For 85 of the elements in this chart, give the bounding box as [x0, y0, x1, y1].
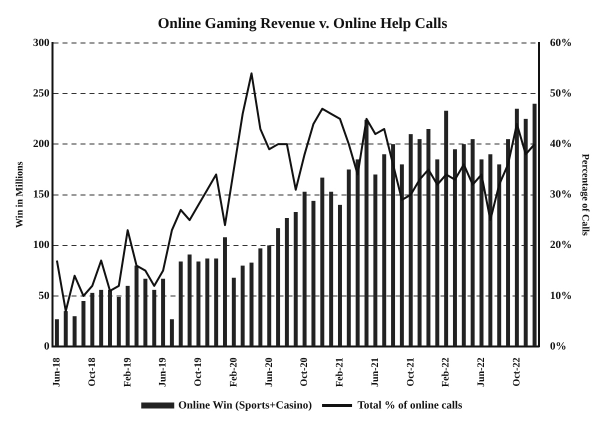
bar	[452, 149, 457, 346]
bar	[134, 266, 139, 346]
bar	[302, 192, 307, 346]
bar	[161, 278, 166, 346]
bar	[90, 292, 94, 346]
x-tick-label: Feb-22	[440, 358, 452, 387]
bar	[196, 262, 200, 346]
y2-tick-label: 10%	[550, 290, 572, 302]
bar	[143, 278, 148, 346]
legend-label: Online Win (Sports+Casino)	[178, 399, 312, 412]
bar	[346, 169, 351, 346]
bar	[338, 204, 342, 346]
y2-tick-label: 0%	[550, 340, 566, 352]
x-tick-label: Oct-21	[405, 358, 416, 386]
bar	[205, 258, 210, 346]
y-axis-title: Win in Millions	[14, 161, 26, 228]
bar	[170, 319, 174, 346]
bar	[426, 129, 430, 346]
y-tick-label: 150	[33, 188, 50, 201]
chart-title: Online Gaming Revenue v. Online Help Calls	[158, 16, 448, 32]
x-tick-label: Feb-21	[334, 358, 346, 387]
bar	[418, 139, 422, 346]
x-tick-label: Feb-19	[122, 358, 134, 387]
y2-tick-label: 60%	[550, 36, 572, 49]
x-tick-label: Jun-22	[476, 358, 488, 387]
bar	[64, 311, 68, 346]
y-tick-label: 300	[33, 36, 50, 49]
y-tick-label: 100	[33, 239, 50, 252]
bar	[99, 290, 104, 346]
bar	[276, 228, 280, 346]
bar	[258, 248, 262, 346]
bar	[116, 296, 121, 346]
x-tick-label: Feb-20	[228, 358, 240, 387]
y2-tick-label: 40%	[550, 138, 572, 150]
y-tick-label: 50	[38, 290, 50, 302]
legend-label: Total % of online calls	[358, 399, 463, 412]
bar	[497, 164, 502, 346]
bar	[232, 278, 236, 346]
x-tick-label: Oct-22	[511, 358, 522, 386]
y-tick-label: 200	[33, 138, 50, 150]
x-tick-label: Oct-19	[193, 358, 204, 386]
x-tick-label: Jun-18	[52, 358, 62, 387]
y-tick-label: 0	[44, 340, 50, 352]
bar	[81, 301, 86, 346]
x-tick-label: Jun-21	[370, 358, 381, 387]
bar	[506, 139, 510, 346]
y2-tick-label: 20%	[550, 239, 572, 252]
x-tick-label: Oct-20	[299, 358, 310, 386]
bar	[214, 258, 218, 346]
bar	[72, 316, 77, 346]
bar	[284, 218, 289, 346]
bar	[373, 174, 378, 346]
x-tick-label: Jun-19	[158, 358, 169, 387]
bar	[514, 108, 519, 346]
bar	[435, 159, 440, 346]
bar	[382, 154, 386, 346]
x-tick-label: Oct-18	[86, 358, 98, 386]
bar	[364, 120, 369, 346]
bar	[329, 192, 334, 346]
bar	[222, 237, 227, 346]
bar	[488, 154, 492, 346]
bar	[240, 266, 245, 346]
bar	[480, 159, 484, 346]
bar	[400, 164, 404, 346]
y-tick-label: 250	[33, 87, 50, 100]
bar	[532, 104, 537, 346]
bar	[311, 200, 316, 346]
bar	[470, 139, 475, 346]
bar	[391, 144, 396, 346]
bar	[444, 110, 448, 346]
y2-axis-title: Percentage of Calls	[579, 154, 590, 236]
bar	[250, 262, 254, 346]
bar	[462, 144, 466, 346]
bar	[152, 290, 156, 346]
y2-tick-label: 50%	[550, 87, 572, 100]
bar	[356, 159, 360, 346]
bar	[188, 254, 192, 346]
bar	[267, 245, 272, 346]
y2-tick-label: 30%	[550, 188, 572, 201]
bar	[320, 178, 324, 346]
bar	[108, 290, 112, 346]
bar	[54, 319, 59, 346]
bar	[524, 118, 528, 346]
bar	[126, 286, 130, 346]
x-tick-label: Jun-20	[264, 358, 275, 387]
